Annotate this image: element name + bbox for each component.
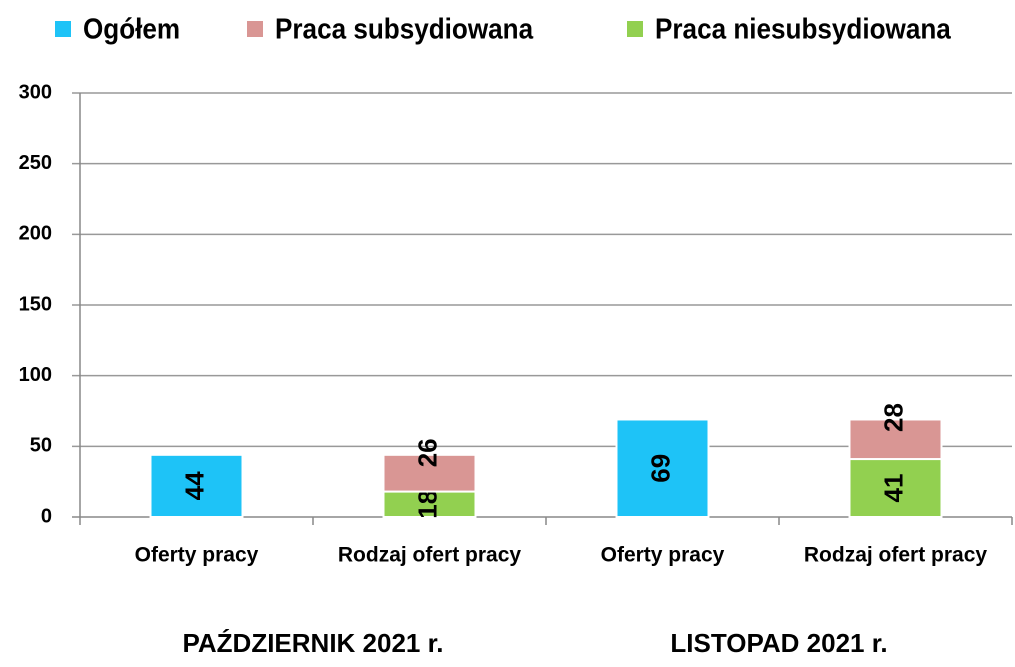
- y-tick-label: 250: [19, 152, 52, 174]
- x-tick-label: Rodzaj ofert pracy: [338, 544, 522, 567]
- data-label: 26: [412, 438, 442, 467]
- x-tick-label: Rodzaj ofert pracy: [804, 544, 988, 567]
- legend-label: Ogółem: [83, 12, 180, 45]
- y-tick-label: 150: [19, 293, 52, 315]
- group-label: LISTOPAD 2021 r.: [670, 628, 887, 658]
- legend-swatch: [247, 21, 263, 37]
- data-label: 28: [878, 403, 908, 432]
- legend-label: Praca niesubsydiowana: [655, 12, 951, 45]
- x-tick-label: Oferty pracy: [135, 544, 259, 567]
- y-tick-label: 200: [19, 223, 52, 245]
- legend-swatch: [627, 21, 643, 37]
- bar-segment: [615, 418, 710, 519]
- x-tick-label: Oferty pracy: [601, 544, 725, 567]
- bar-segment: [848, 418, 943, 461]
- legend-label: Praca subsydiowana: [275, 12, 534, 45]
- y-tick-label: 0: [41, 505, 52, 527]
- y-tick-label: 100: [19, 364, 52, 386]
- group-label: PAŹDZIERNIK 2021 r.: [182, 628, 443, 658]
- legend-swatch: [55, 21, 71, 37]
- data-label: 41: [878, 474, 908, 503]
- bar-segment: [848, 458, 943, 519]
- y-tick-label: 300: [19, 81, 52, 103]
- bar-segment: [382, 453, 477, 493]
- data-label: 18: [412, 490, 442, 519]
- y-tick-label: 50: [30, 435, 52, 457]
- data-label: 44: [179, 471, 209, 500]
- bar-segment: [149, 453, 244, 518]
- data-label: 69: [645, 454, 675, 483]
